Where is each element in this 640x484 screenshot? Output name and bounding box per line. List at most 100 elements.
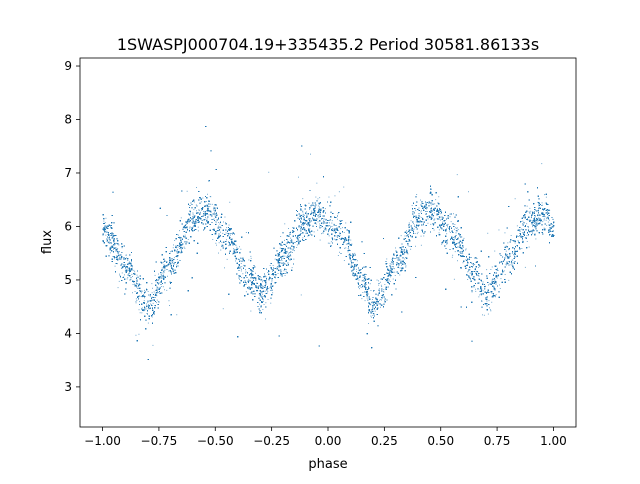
data-point [277, 273, 279, 274]
data-point [125, 264, 127, 266]
data-point [157, 292, 159, 293]
data-point [192, 215, 194, 217]
data-point [156, 295, 158, 297]
data-point [473, 286, 475, 288]
data-point [495, 296, 496, 298]
data-point [331, 220, 333, 222]
data-point [167, 275, 168, 277]
data-point [228, 245, 230, 247]
data-point [368, 323, 369, 324]
data-point [471, 291, 473, 293]
data-point [517, 229, 518, 231]
data-point [378, 284, 380, 286]
data-point [410, 248, 412, 250]
data-point [391, 275, 392, 277]
data-point [372, 299, 373, 300]
data-point [447, 226, 448, 228]
data-point [143, 310, 145, 312]
data-point [309, 228, 311, 230]
data-point [216, 230, 218, 232]
data-point [171, 262, 173, 264]
data-point [339, 220, 340, 222]
data-point [302, 210, 304, 212]
data-point [467, 275, 469, 276]
data-point [278, 258, 279, 260]
data-point [248, 259, 250, 261]
data-point [130, 277, 132, 279]
data-point [336, 230, 338, 231]
data-point [262, 285, 264, 287]
data-point [362, 286, 363, 288]
data-point [420, 199, 421, 201]
data-point [213, 211, 215, 213]
data-point [199, 212, 201, 214]
data-point [263, 304, 265, 305]
data-point [128, 271, 130, 273]
data-point [485, 285, 486, 287]
data-point [187, 223, 188, 224]
data-point [339, 235, 341, 237]
data-point [513, 262, 514, 264]
data-point [296, 244, 298, 246]
data-point [169, 251, 171, 253]
data-point [413, 228, 415, 230]
data-point [527, 226, 529, 228]
data-point [270, 277, 271, 279]
data-point [265, 276, 267, 278]
data-point [497, 267, 498, 269]
data-point [509, 264, 511, 266]
data-point [411, 205, 413, 206]
data-point [354, 274, 356, 275]
data-point [339, 233, 341, 235]
data-point [380, 299, 382, 301]
data-point [265, 302, 267, 304]
data-point [199, 209, 200, 211]
data-point [311, 220, 313, 222]
data-point [362, 280, 364, 282]
data-point [495, 294, 497, 296]
data-point [129, 261, 130, 263]
data-point [322, 223, 324, 225]
data-point [376, 303, 378, 305]
data-point [534, 211, 535, 213]
data-point [340, 224, 341, 226]
data-point [173, 257, 175, 259]
data-point [380, 306, 381, 308]
data-point [119, 273, 120, 275]
data-point [290, 237, 292, 239]
data-point [453, 228, 455, 230]
data-point [315, 222, 317, 224]
data-point [138, 333, 140, 335]
data-point [157, 288, 159, 290]
data-point [163, 275, 164, 277]
data-point [488, 284, 489, 286]
data-point [114, 258, 115, 260]
data-point [423, 222, 425, 223]
data-point [490, 269, 492, 270]
data-point [122, 257, 124, 259]
data-point [456, 227, 458, 229]
data-point [302, 237, 304, 239]
data-point [138, 285, 140, 287]
data-point [415, 221, 417, 223]
data-point [119, 257, 120, 259]
data-point [180, 249, 182, 251]
data-point [189, 227, 191, 229]
data-point [255, 272, 256, 274]
data-point [455, 230, 457, 232]
data-point [300, 294, 302, 296]
data-point [420, 210, 422, 212]
data-point [450, 221, 452, 223]
data-point [146, 313, 148, 314]
data-point [226, 258, 228, 260]
data-point [108, 234, 110, 236]
data-point [414, 226, 415, 227]
data-point [442, 221, 443, 223]
data-point [245, 271, 247, 273]
data-point [109, 235, 110, 237]
data-point [161, 274, 163, 276]
data-point [449, 230, 450, 232]
data-point [394, 271, 396, 273]
data-point [453, 243, 455, 245]
data-point [180, 217, 182, 219]
